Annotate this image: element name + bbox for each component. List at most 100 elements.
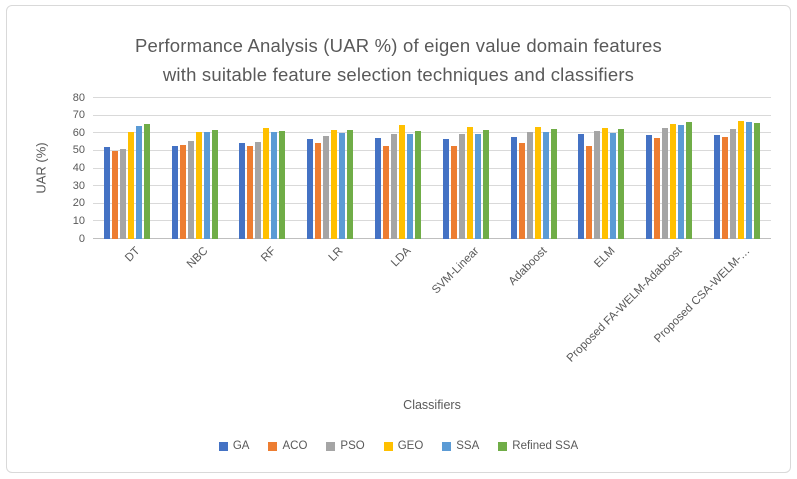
bar — [211, 129, 218, 239]
bar — [534, 127, 541, 239]
bar — [279, 130, 286, 239]
y-axis-title: UAR (%) — [33, 142, 49, 194]
bar-group — [432, 98, 500, 239]
bar — [442, 138, 449, 239]
bar — [127, 132, 134, 239]
bar-group — [161, 98, 229, 239]
bar — [670, 123, 677, 239]
bar — [347, 129, 354, 239]
bar-group — [568, 98, 636, 239]
y-tick-label: 10 — [72, 214, 85, 227]
legend-swatch-icon — [442, 441, 452, 451]
bar — [474, 134, 481, 239]
bar — [714, 135, 721, 239]
gridline — [93, 202, 771, 204]
bar — [654, 137, 661, 239]
bar — [594, 130, 601, 239]
bar — [103, 147, 110, 239]
bar — [578, 134, 585, 239]
legend-item: ACO — [268, 440, 307, 452]
legend-item: SSA — [442, 440, 479, 452]
x-tick-label: NBC — [184, 245, 211, 271]
bar — [602, 127, 609, 239]
y-tick-label: 20 — [72, 197, 85, 210]
bar — [754, 122, 761, 239]
bar — [738, 120, 745, 239]
x-axis-line — [93, 238, 771, 239]
bar — [255, 142, 262, 239]
gridline — [93, 167, 771, 169]
bar — [526, 131, 533, 239]
bar — [391, 134, 398, 239]
bar — [542, 132, 549, 239]
y-tick-label: 30 — [72, 179, 85, 192]
bar — [263, 127, 270, 239]
bar — [203, 131, 210, 239]
bar — [187, 141, 194, 239]
legend: GA ACO PSO GEO SSA Refined SSA — [7, 440, 790, 452]
gridline — [93, 132, 771, 134]
bar-group — [703, 98, 771, 239]
legend-item: GEO — [383, 440, 424, 452]
bar-group — [500, 98, 568, 239]
bar — [323, 135, 330, 239]
bar — [119, 149, 126, 239]
bar — [179, 144, 186, 239]
gridline — [93, 97, 771, 98]
bar — [271, 132, 278, 239]
y-tick-label: 40 — [72, 162, 85, 174]
legend-swatch-icon — [498, 441, 508, 451]
bar — [315, 142, 322, 239]
bar — [482, 129, 489, 239]
y-tick-label: 50 — [72, 144, 85, 157]
gridline — [93, 220, 771, 222]
chart-title-line-2: with suitable feature selection techniqu… — [162, 64, 635, 85]
bar — [247, 145, 254, 239]
bar — [618, 128, 625, 239]
bar — [730, 128, 737, 239]
legend-swatch-icon — [218, 441, 228, 451]
bar — [339, 133, 346, 239]
chart-frame: Performance Analysis (UAR %) of eigen va… — [6, 5, 791, 473]
legend-label: Refined SSA — [512, 440, 579, 452]
bar — [586, 145, 593, 239]
legend-label: GA — [232, 440, 250, 452]
bar — [415, 130, 422, 239]
bar — [195, 132, 202, 239]
bar — [510, 136, 517, 239]
bar — [722, 136, 729, 239]
y-tick-label: 0 — [78, 232, 85, 245]
legend-item: GA — [218, 440, 250, 452]
bar — [143, 123, 150, 239]
x-tick-label: Proposed CSA-WELM-… — [652, 245, 753, 346]
bar — [239, 142, 246, 239]
chart-title-line-1: Performance Analysis (UAR %) of eigen va… — [135, 35, 662, 56]
y-tick-label: 60 — [72, 126, 85, 139]
bar-group — [93, 98, 161, 239]
plot-area — [93, 97, 771, 239]
bar-group — [296, 98, 364, 239]
bar-group — [364, 98, 432, 239]
gridline — [93, 149, 771, 151]
bar — [331, 129, 338, 239]
bar — [686, 121, 693, 239]
bar — [662, 127, 669, 239]
bar — [678, 125, 685, 239]
gridline — [93, 114, 771, 116]
x-tick-label: SVM-Linear — [429, 245, 482, 297]
bar-group — [635, 98, 703, 239]
bar — [646, 135, 653, 239]
y-tick-label: 80 — [72, 91, 85, 104]
bar — [307, 138, 314, 239]
legend-swatch-icon — [383, 441, 393, 451]
legend-label: PSO — [340, 440, 365, 452]
legend-swatch-icon — [268, 441, 278, 451]
legend-item: PSO — [326, 440, 365, 452]
bar — [466, 127, 473, 239]
bar — [135, 126, 142, 239]
bar — [518, 142, 525, 239]
legend-label: GEO — [397, 440, 424, 452]
bar — [407, 134, 414, 239]
bar — [375, 137, 382, 239]
legend-label: SSA — [456, 440, 480, 452]
